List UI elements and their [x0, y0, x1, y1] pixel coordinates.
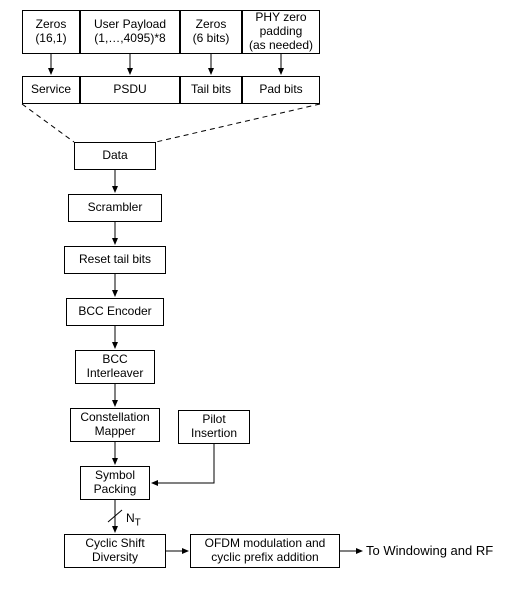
t-zeros16-l1: Zeros — [36, 17, 67, 31]
box-user-payload: User Payload (1,…,4095)*8 — [80, 10, 180, 54]
lbl-data: Data — [102, 149, 127, 163]
box-zeros-6: Zeros (6 bits) — [180, 10, 242, 54]
box-scrambler: Scrambler — [68, 194, 162, 222]
lbl-sympack-l2: Packing — [94, 482, 137, 496]
lbl-pilot-l2: Insertion — [191, 426, 237, 440]
lbl-reset: Reset tail bits — [79, 253, 151, 267]
lbl-csd-l2: Diversity — [92, 550, 138, 564]
nt-main: N — [126, 511, 135, 525]
box-pilot-insertion: Pilot Insertion — [178, 410, 250, 444]
lbl-sympack-l1: Symbol — [95, 468, 135, 482]
box-bcc-interleaver: BCC Interleaver — [75, 350, 155, 384]
box-zeros-16: Zeros (16,1) — [22, 10, 80, 54]
lbl-bccint-l1: BCC — [102, 352, 127, 366]
label-output: To Windowing and RF — [366, 544, 493, 559]
t-zeros16-l2: (16,1) — [35, 31, 66, 45]
box-data: Data — [74, 142, 156, 170]
box-bcc-encoder: BCC Encoder — [66, 298, 164, 326]
box-pad-bits: Pad bits — [242, 76, 320, 104]
lbl-pilot-l1: Pilot — [202, 412, 225, 426]
s-service: Service — [31, 83, 71, 97]
t-payload-l1: User Payload — [94, 17, 166, 31]
box-service: Service — [22, 76, 80, 104]
lbl-ofdm-l2: cyclic prefix addition — [211, 550, 318, 564]
box-symbol-packing: Symbol Packing — [80, 466, 150, 500]
t-phy-l3: (as needed) — [249, 38, 313, 52]
t-payload-l2: (1,…,4095)*8 — [94, 31, 165, 45]
lbl-cmap-l1: Constellation — [80, 410, 149, 424]
s-pad: Pad bits — [259, 83, 302, 97]
t-phy-l2: padding — [260, 24, 303, 38]
t-zeros6-l2: (6 bits) — [193, 31, 230, 45]
box-constellation-mapper: Constellation Mapper — [70, 408, 160, 442]
t-zeros6-l1: Zeros — [196, 17, 227, 31]
lbl-out: To Windowing and RF — [366, 543, 493, 558]
box-psdu: PSDU — [80, 76, 180, 104]
s-psdu: PSDU — [113, 83, 146, 97]
lbl-csd-l1: Cyclic Shift — [85, 536, 144, 550]
nt-sub: T — [135, 517, 141, 528]
box-tail-bits: Tail bits — [180, 76, 242, 104]
lbl-cmap-l2: Mapper — [95, 424, 136, 438]
t-phy-l1: PHY zero — [255, 10, 306, 24]
s-tail: Tail bits — [191, 83, 231, 97]
label-nt: NT — [126, 512, 141, 529]
lbl-scrambler: Scrambler — [88, 201, 143, 215]
box-reset-tail: Reset tail bits — [64, 246, 166, 274]
box-phy-pad: PHY zero padding (as needed) — [242, 10, 320, 54]
lbl-ofdm-l1: OFDM modulation and — [205, 536, 326, 550]
lbl-bccenc: BCC Encoder — [78, 305, 151, 319]
box-cyclic-shift-diversity: Cyclic Shift Diversity — [64, 534, 166, 568]
lbl-bccint-l2: Interleaver — [87, 366, 144, 380]
box-ofdm: OFDM modulation and cyclic prefix additi… — [190, 534, 340, 568]
